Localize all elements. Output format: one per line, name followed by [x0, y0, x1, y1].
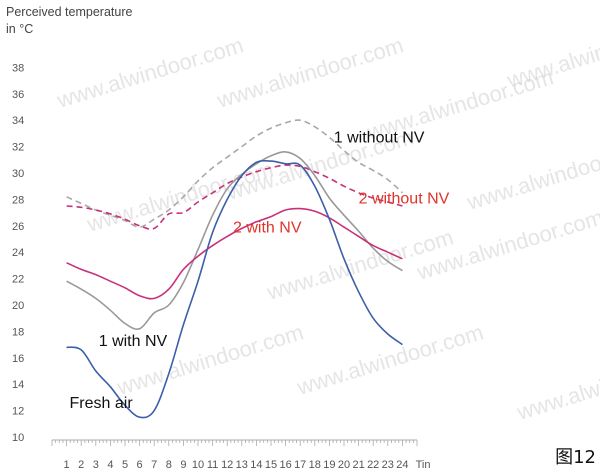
- x-axis-label: Tin: [416, 459, 431, 471]
- series-line-1-with-nv: [66, 151, 403, 330]
- x-tick-label: 18: [309, 459, 321, 471]
- watermark-text: www.alwindoor.com: [113, 319, 306, 400]
- y-tick-label: 16: [12, 353, 24, 365]
- x-tick-label: 10: [192, 459, 204, 471]
- series-line-2-with-nv: [66, 207, 403, 300]
- figure-label: 图12: [555, 447, 596, 468]
- x-tick-label: 5: [122, 459, 128, 471]
- y-tick-label: 36: [12, 89, 24, 101]
- x-tick-label: 9: [180, 459, 186, 471]
- y-axis-unit: in °C: [6, 22, 34, 36]
- y-tick-label: 24: [12, 247, 24, 259]
- series-line-1-without-nv: [66, 119, 403, 228]
- x-tick-label: 3: [93, 459, 99, 471]
- series-label-1-with-nv: 1 with NV: [99, 333, 168, 350]
- y-tick-label: 12: [12, 406, 24, 418]
- y-tick-label: 34: [12, 115, 24, 127]
- series-labels: 1 without NV 2 without NV 1 with NV 2 with …: [70, 130, 450, 412]
- y-axis-label: Perceived temperature: [6, 5, 133, 19]
- series-label-fresh-air: Fresh air: [70, 395, 134, 412]
- x-tick-label: 1: [64, 459, 70, 471]
- x-tick-label: 22: [367, 459, 379, 471]
- x-tick-label: 23: [382, 459, 394, 471]
- watermark-layer: www.alwindoor.comwww.alwindoor.comwww.al…: [53, 12, 600, 425]
- x-tick-label: 6: [137, 459, 143, 471]
- watermark-text: www.alwindoor.com: [463, 134, 600, 215]
- y-tick-label: 32: [12, 142, 24, 154]
- x-tick-label: 19: [323, 459, 335, 471]
- y-tick-label: 14: [12, 379, 24, 391]
- series-line-fresh-air: [66, 159, 403, 419]
- x-tick-label: 16: [279, 459, 291, 471]
- x-tick-label: 2: [78, 459, 84, 471]
- x-tick-label: 12: [221, 459, 233, 471]
- axes: 1 2 3 4 5 6 7 8 9 10 11 12 13 14 15 16 17 18 19 20 21 22 23 24 T…: [12, 62, 430, 471]
- x-tick-label: 24: [396, 459, 408, 471]
- x-tick-label: 21: [352, 459, 364, 471]
- x-tick-label: 4: [107, 459, 113, 471]
- y-tick-label: 10: [12, 432, 24, 444]
- y-tick-label: 22: [12, 274, 24, 286]
- x-tick-label: 7: [151, 459, 157, 471]
- x-tick-label: 13: [236, 459, 248, 471]
- y-tick-label: 28: [12, 194, 24, 206]
- series-label-1-without-nv: 1 without NV: [334, 130, 425, 147]
- x-tick-label: 17: [294, 459, 306, 471]
- x-tick-label: 15: [265, 459, 277, 471]
- y-tick-label: 18: [12, 326, 24, 338]
- series-line-2-without-nv: [66, 164, 403, 230]
- y-tick-label: 26: [12, 221, 24, 233]
- series-label-2-with-nv: 2 with NV: [233, 219, 302, 236]
- x-tick-label: 8: [166, 459, 172, 471]
- y-axis-title: Perceived temperature in °C: [6, 4, 132, 38]
- x-tick-label: 11: [207, 459, 218, 471]
- x-tick-label: 14: [250, 459, 262, 471]
- y-tick-label: 20: [12, 300, 24, 312]
- watermark-text: www.alwindoor.com: [513, 344, 600, 425]
- y-tick-label: 30: [12, 168, 24, 180]
- series-label-2-without-nv: 2 without NV: [359, 190, 450, 207]
- watermark-text: www.alwindoor.com: [293, 319, 486, 400]
- x-tick-label: 20: [338, 459, 350, 471]
- y-tick-label: 38: [12, 62, 24, 74]
- series-lines: [66, 119, 403, 419]
